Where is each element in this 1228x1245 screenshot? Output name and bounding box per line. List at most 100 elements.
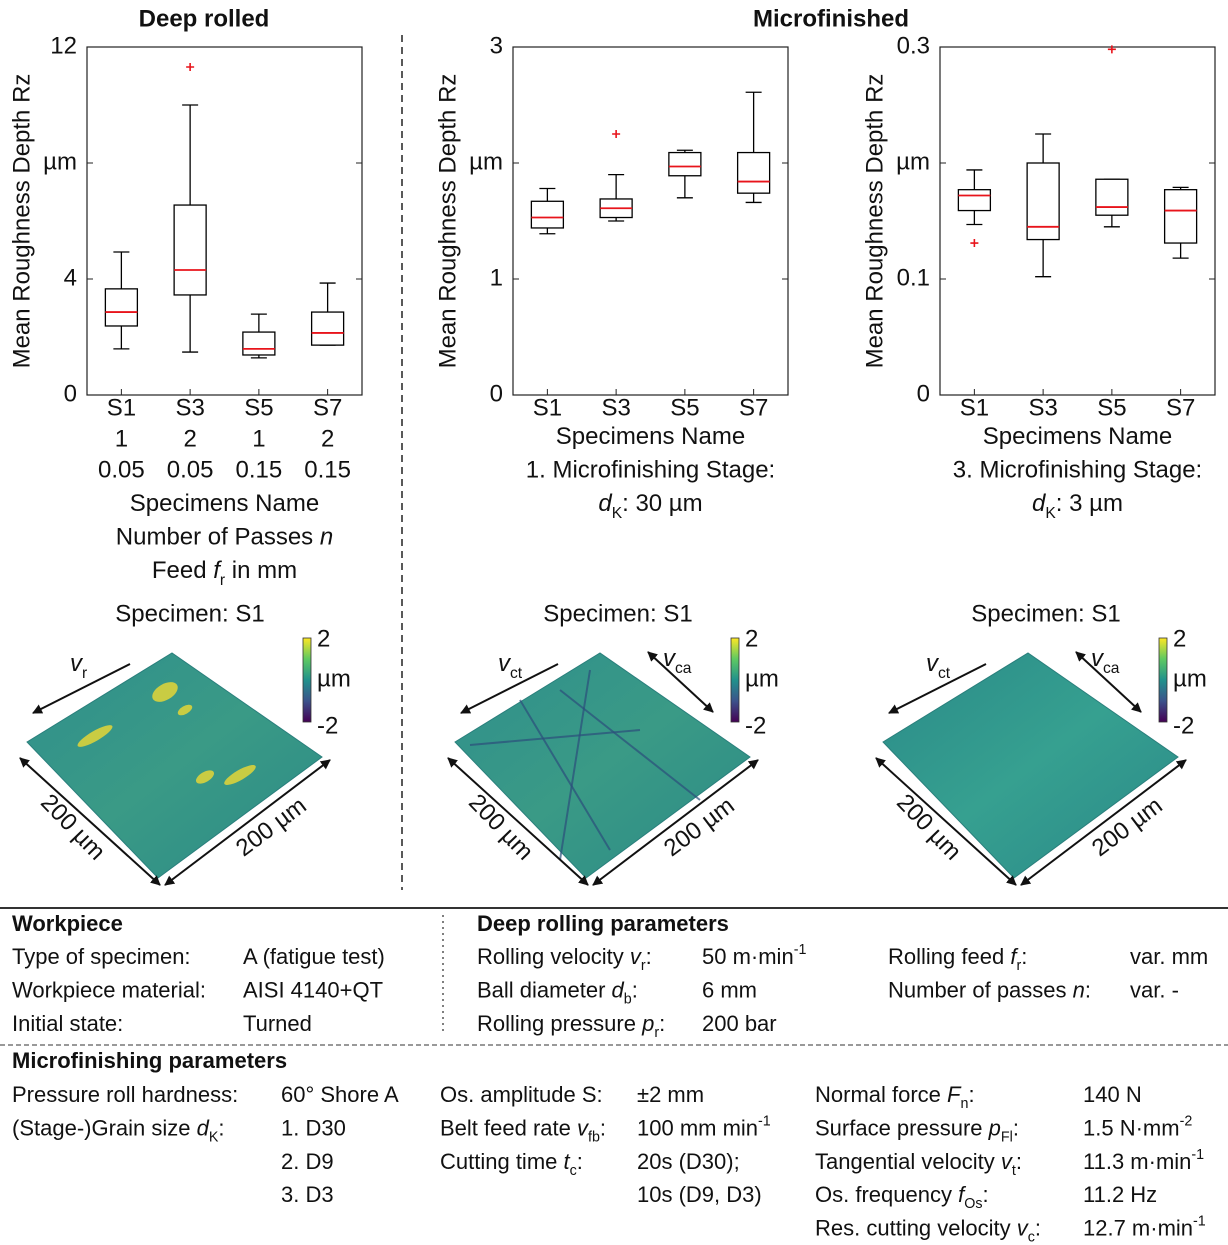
x-tick-label: S7 (1166, 394, 1195, 421)
colorbar-label: µm (745, 665, 779, 692)
text-part: : (1085, 977, 1091, 1002)
feed-label: 0.05 (98, 456, 145, 483)
text-part: Pressure roll hardness: (12, 1082, 238, 1107)
box (174, 205, 206, 295)
text-part: Surface pressure (815, 1115, 989, 1140)
text-part: Rolling velocity (477, 944, 630, 969)
x-tick-label: S7 (313, 394, 342, 421)
y-tick-label: 0 (917, 380, 930, 407)
x-axis-label: Specimens Name (556, 423, 745, 450)
text-part: n (961, 1096, 969, 1112)
feed-label: 0.15 (236, 456, 283, 483)
y-axis-label: Mean Roughness Depth Rz (861, 74, 888, 369)
box (531, 201, 563, 228)
text-part: K (612, 505, 623, 522)
text-part: 20s (D30); (637, 1149, 740, 1174)
param-value: ±2 mm (637, 1082, 704, 1107)
param-label: Initial state: (12, 1011, 123, 1036)
feed-label: 0.15 (304, 456, 351, 483)
param-label: Rolling velocity vr: (477, 944, 652, 974)
page: {"headers": ["Deep rolled", "Microfinish… (0, 0, 1228, 1245)
text-part: ct (938, 665, 951, 682)
y-tick-label: 1 (490, 264, 503, 291)
velocity-label: vct (926, 650, 951, 681)
text-part: : (577, 1149, 583, 1174)
text-part: : (1021, 944, 1027, 969)
param-value: 6 mm (702, 977, 757, 1002)
surface-title: Specimen: S1 (115, 600, 264, 627)
x-axis-label: 3. Microfinishing Stage: (953, 457, 1202, 484)
text-part: 1.5 N·mm (1083, 1115, 1180, 1140)
text-part: -1 (758, 1113, 771, 1129)
param-label: (Stage-)Grain size dK: (12, 1115, 225, 1145)
param-label: Rolling feed fr: (888, 944, 1027, 974)
panel-header: Deep rolled (139, 5, 270, 32)
text-part: 50 m·min (702, 944, 794, 969)
text-part: : (632, 977, 638, 1002)
param-label: Surface pressure pFl: (815, 1115, 1019, 1145)
text-part: : 3 µm (1056, 490, 1123, 517)
text-part: Cutting time (440, 1149, 564, 1174)
text-part: : (982, 1182, 988, 1207)
outlier (970, 239, 978, 247)
text-part: -2 (1180, 1113, 1193, 1129)
y-axis-label: Mean Roughness Depth Rz (8, 74, 35, 369)
text-part: in mm (225, 557, 297, 584)
text-part: n (320, 524, 333, 551)
colorbar-label: -2 (745, 712, 766, 739)
text-part: : (1035, 1215, 1041, 1240)
box (669, 153, 701, 176)
text-part: d (1032, 490, 1046, 517)
surface-title: Specimen: S1 (971, 600, 1120, 627)
panel-header: Microfinished (753, 5, 909, 32)
text-part: -1 (1193, 1213, 1206, 1229)
param-value: 1.5 N·mm-2 (1083, 1113, 1192, 1140)
text-part: 12.7 m·min (1083, 1215, 1193, 1240)
x-axis-label: dK: 30 µm (598, 490, 702, 521)
text-part: Feed (152, 557, 213, 584)
text-part: ca (1103, 660, 1120, 677)
text-part: 3. D3 (281, 1182, 334, 1207)
x-axis-label: dK: 3 µm (1032, 490, 1123, 521)
x-tick-label: S1 (107, 394, 136, 421)
text-part: ca (675, 660, 692, 677)
colorbar-label: -2 (1173, 712, 1194, 739)
param-value: 3. D3 (281, 1182, 334, 1207)
parameter-table: WorkpieceType of specimen:A (fatigue tes… (12, 911, 1208, 1245)
param-value: AISI 4140+QT (243, 977, 383, 1002)
text-part: : (1013, 1115, 1019, 1140)
text-part: : (659, 1011, 665, 1036)
x-tick-label: S7 (739, 394, 768, 421)
text-part: 1. D30 (281, 1115, 346, 1140)
y-tick-label: µm (469, 148, 503, 175)
text-part: : (600, 1115, 606, 1140)
box (243, 332, 275, 355)
y-tick-label: 0.1 (897, 264, 930, 291)
x-tick-label: S5 (1097, 394, 1126, 421)
param-label: Belt feed rate vfb: (440, 1115, 606, 1145)
param-value: 11.2 Hz (1083, 1182, 1157, 1207)
param-label: Workpiece material: (12, 977, 206, 1002)
text-part: b (624, 991, 632, 1007)
text-part: : (1016, 1149, 1022, 1174)
outlier (612, 130, 620, 138)
param-value: 2. D9 (281, 1149, 334, 1174)
text-part: Tangential velocity (815, 1149, 1001, 1174)
text-part: Type of specimen: (12, 944, 191, 969)
text-part: Workpiece material: (12, 977, 206, 1002)
text-part: Rolling pressure (477, 1011, 642, 1036)
box (958, 190, 990, 211)
x-tick-label: S1 (533, 394, 562, 421)
param-value: 200 bar (702, 1011, 777, 1036)
feed-label: 0.05 (167, 456, 214, 483)
text-part: Rolling feed (888, 944, 1010, 969)
text-part: d (598, 490, 612, 517)
text-part: Specimens Name (130, 490, 319, 517)
text-part: -1 (1191, 1147, 1204, 1163)
param-value: var. - (1130, 977, 1179, 1002)
text-part: p (988, 1115, 1001, 1140)
param-value: 1. D30 (281, 1115, 346, 1140)
text-part: : (646, 944, 652, 969)
box (105, 289, 137, 326)
text-part: p (641, 1011, 654, 1036)
